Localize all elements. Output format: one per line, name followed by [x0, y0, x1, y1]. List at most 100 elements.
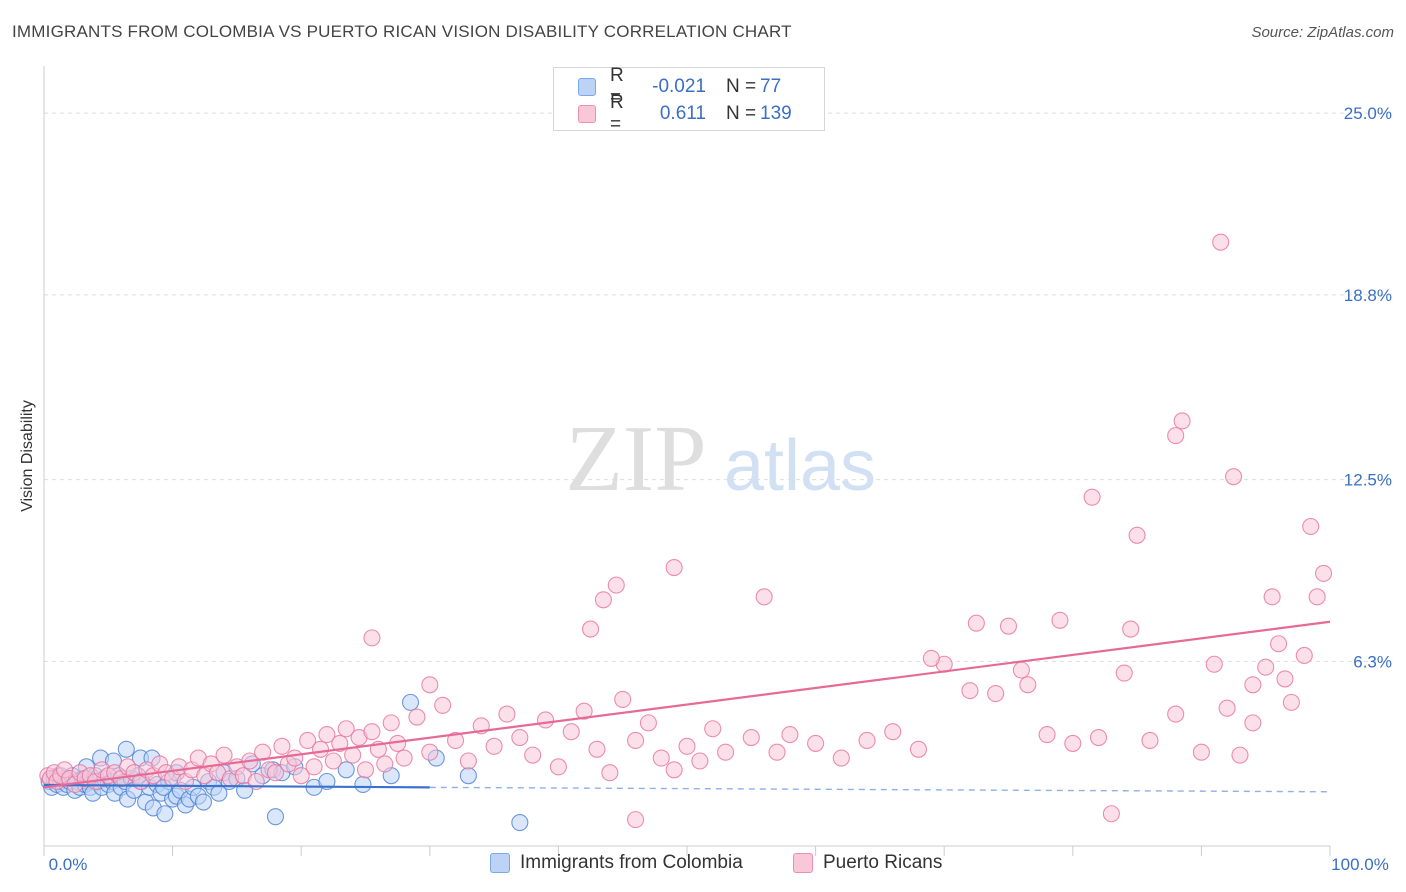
watermark-zip: ZIP: [566, 407, 707, 511]
point-puerto-rican: [215, 746, 233, 764]
legend-n-value: 77: [760, 76, 782, 97]
point-puerto-rican: [832, 749, 850, 767]
point-puerto-rican: [1225, 468, 1243, 486]
trend-colombia-solid: [43, 783, 430, 789]
point-puerto-rican: [1231, 746, 1249, 764]
point-puerto-rican: [1167, 705, 1185, 723]
point-puerto-rican: [1173, 412, 1191, 430]
legend-row-colombia: R = -0.021 N = 77: [578, 65, 782, 108]
legend-n-label: N =: [726, 76, 757, 97]
point-puerto-rican: [961, 682, 979, 700]
grid-lines: [44, 112, 1390, 662]
point-puerto-rican: [1308, 588, 1326, 606]
point-puerto-rican: [524, 746, 542, 764]
point-puerto-rican: [1244, 676, 1262, 694]
point-puerto-rican: [344, 746, 362, 764]
point-puerto-rican: [601, 764, 619, 782]
point-puerto-rican: [318, 726, 336, 744]
point-puerto-rican: [665, 761, 683, 779]
point-puerto-rican: [639, 714, 657, 732]
legend-label-puerto-rican: Puerto Ricans: [823, 852, 943, 873]
y-tick-label: 12.5%: [1344, 471, 1392, 490]
point-puerto-rican: [858, 731, 876, 750]
point-puerto-rican: [627, 811, 645, 829]
watermark: ZIP atlas: [566, 407, 877, 511]
legend-label-colombia: Immigrants from Colombia: [520, 852, 743, 873]
point-colombia: [401, 693, 420, 711]
point-puerto-rican: [1218, 699, 1236, 717]
point-puerto-rican: [376, 755, 394, 773]
point-puerto-rican: [588, 740, 606, 758]
point-puerto-rican: [421, 743, 439, 761]
tick-labels: 6.3% 12.5% 18.8% 25.0% 0.0% 100.0%: [49, 104, 1392, 874]
point-puerto-rican: [1167, 427, 1185, 445]
point-puerto-rican: [1012, 661, 1030, 679]
point-puerto-rican: [292, 767, 310, 785]
watermark-atlas: atlas: [724, 426, 876, 506]
point-puerto-rican: [614, 690, 632, 708]
y-tick-label: 25.0%: [1344, 104, 1392, 123]
point-puerto-rican: [999, 617, 1018, 635]
point-puerto-rican: [581, 620, 600, 638]
point-colombia: [194, 793, 213, 811]
point-puerto-rican: [967, 614, 985, 632]
point-puerto-rican: [1270, 635, 1288, 653]
point-puerto-rican: [1019, 676, 1037, 694]
point-puerto-rican: [299, 731, 317, 750]
point-puerto-rican: [356, 761, 375, 779]
point-puerto-rican: [1257, 658, 1275, 676]
legend-n-label: N =: [726, 103, 757, 124]
point-puerto-rican: [1276, 670, 1294, 688]
point-puerto-rican: [286, 749, 304, 767]
point-puerto-rican: [1263, 588, 1281, 606]
point-colombia: [266, 808, 285, 826]
point-puerto-rican: [1282, 693, 1300, 711]
point-puerto-rican: [781, 726, 799, 744]
trend-lines: [43, 620, 1331, 793]
chart-title: IMMIGRANTS FROM COLOMBIA VS PUERTO RICAN…: [12, 22, 792, 41]
point-puerto-rican: [987, 685, 1005, 703]
point-puerto-rican: [1295, 646, 1313, 665]
point-puerto-rican: [363, 629, 381, 647]
legend-r-value: 0.611: [659, 103, 706, 124]
point-puerto-rican: [266, 764, 285, 782]
point-puerto-rican: [498, 705, 516, 723]
point-puerto-rican: [421, 676, 439, 694]
point-puerto-rican: [273, 737, 291, 755]
correlation-legend: R = -0.021 N = 77 R = 0.611 N = 139: [553, 65, 825, 135]
point-puerto-rican: [1315, 564, 1333, 582]
point-puerto-rican: [1212, 233, 1230, 251]
point-puerto-rican: [1102, 805, 1120, 823]
point-puerto-rican: [607, 576, 625, 594]
bottom-legend-puerto-rican[interactable]: Puerto Ricans: [793, 852, 942, 874]
bottom-legend-colombia[interactable]: Immigrants from Colombia: [490, 852, 743, 874]
point-puerto-rican: [1128, 526, 1146, 544]
point-puerto-rican: [1244, 714, 1262, 732]
point-puerto-rican: [717, 743, 735, 761]
point-puerto-rican: [459, 752, 477, 770]
point-puerto-rican: [909, 740, 928, 758]
point-colombia: [156, 805, 174, 823]
legend-row-puerto-rican: R = 0.611 N = 139: [578, 92, 792, 135]
legend-r-label: R =: [610, 65, 624, 108]
y-tick-label: 18.8%: [1344, 286, 1392, 305]
point-puerto-rican: [807, 734, 825, 752]
point-puerto-rican: [1122, 620, 1140, 638]
source-label: Source: ZipAtlas.com: [1251, 24, 1394, 41]
point-colombia: [117, 740, 135, 758]
point-colombia: [337, 761, 355, 779]
point-colombia: [511, 813, 529, 832]
point-puerto-rican: [678, 737, 696, 755]
point-puerto-rican: [382, 714, 400, 732]
point-puerto-rican: [627, 731, 645, 750]
axes: [43, 66, 1331, 856]
point-puerto-rican: [324, 752, 342, 770]
y-tick-label: 6.3%: [1353, 652, 1392, 671]
x-tick-label: 0.0%: [49, 855, 88, 874]
point-puerto-rican: [1089, 728, 1108, 747]
legend-swatch-colombia: [490, 853, 510, 873]
point-puerto-rican: [691, 752, 709, 770]
point-puerto-rican: [755, 588, 773, 606]
point-puerto-rican: [652, 749, 670, 767]
